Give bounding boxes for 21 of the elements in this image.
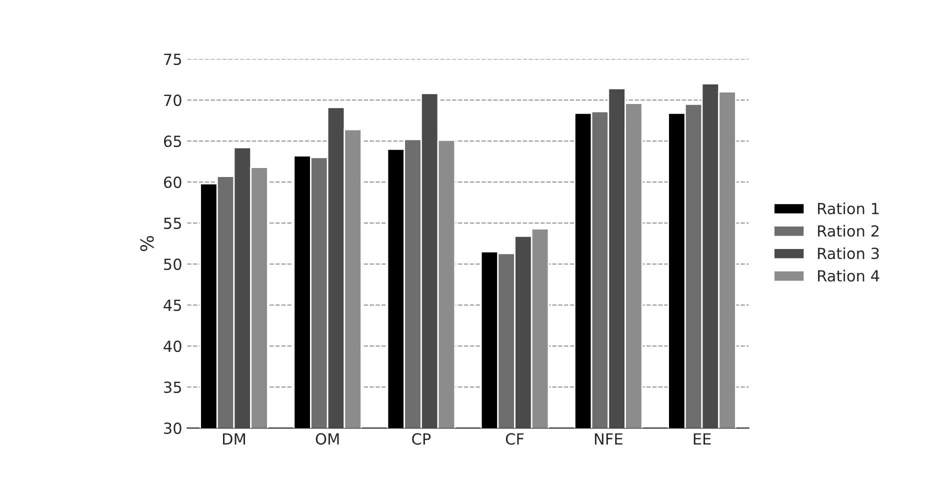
y-tick-label: 35 xyxy=(164,382,182,394)
legend-label: Ration 2 xyxy=(818,224,879,237)
y-tick-label: 75 xyxy=(164,54,182,66)
x-tick-label: DM xyxy=(223,433,245,445)
y-tick-label: 70 xyxy=(164,94,182,106)
legend-label: Ration 1 xyxy=(818,202,879,214)
y-tick-label: 45 xyxy=(164,300,182,312)
x-tick-label: EE xyxy=(694,433,711,445)
x-tick-label: NFE xyxy=(594,433,622,445)
legend-label: Ration 4 xyxy=(818,270,880,282)
y-tick-label: 65 xyxy=(164,136,182,148)
x-tick-label: CF xyxy=(506,433,524,445)
y-tick-label: 40 xyxy=(164,340,182,352)
x-tick-label: CP xyxy=(412,433,431,445)
legend-label: Ration 3 xyxy=(818,247,879,260)
y-axis-title: % xyxy=(140,236,154,252)
y-tick-label: 30 xyxy=(164,422,182,434)
y-tick-label: 50 xyxy=(164,258,182,270)
y-tick-label: 55 xyxy=(164,218,182,230)
y-tick-label: 60 xyxy=(164,176,182,188)
x-tick-label: OM xyxy=(316,433,339,445)
